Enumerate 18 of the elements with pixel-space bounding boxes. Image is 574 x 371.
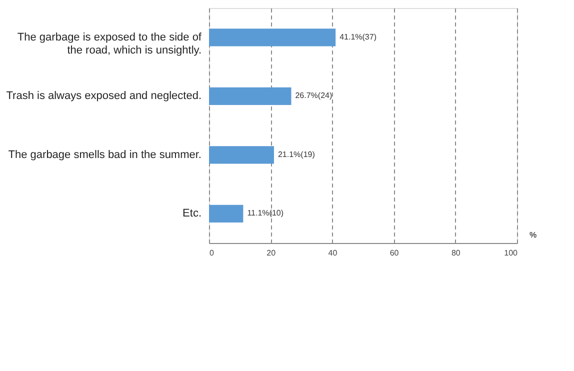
data-label: 26.7%(24) xyxy=(295,91,332,100)
y-tick-label: The garbage is exposed to the side of the road, which is unsightly. xyxy=(17,31,202,56)
y-tick-label: Trash is always exposed and neglected. xyxy=(6,90,202,102)
x-tick-label: 20 xyxy=(266,248,276,258)
x-tick-label: 60 xyxy=(390,248,400,258)
bar xyxy=(209,204,244,222)
x-tick-label: 0 xyxy=(210,248,214,258)
data-label: 41.1%(37) xyxy=(340,32,377,42)
bar xyxy=(209,87,292,105)
bar xyxy=(209,146,274,164)
x-tick-label: 100 xyxy=(504,248,518,258)
x-tick-label: 40 xyxy=(328,248,338,258)
y-tick-label: The garbage smells bad in the summer. xyxy=(8,148,202,161)
data-label: 21.1%(19) xyxy=(278,150,316,159)
y-tick-label: Etc. xyxy=(182,208,202,220)
x-axis-title: % xyxy=(530,230,537,240)
bar xyxy=(209,28,336,46)
x-tick-label: 80 xyxy=(451,248,461,258)
